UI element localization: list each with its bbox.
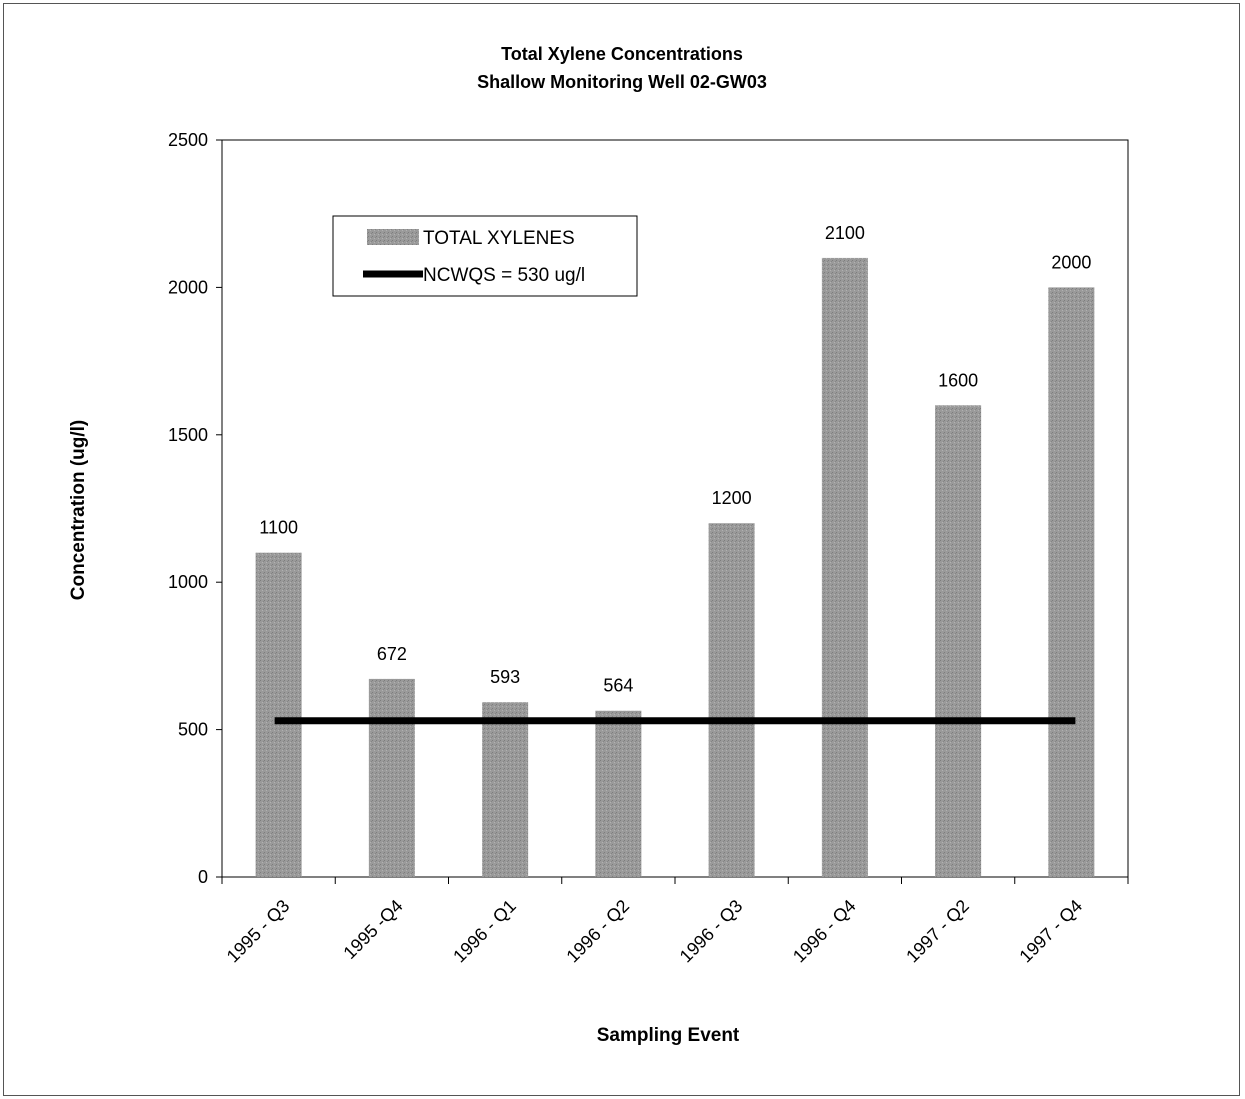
y-tick-label: 1500 <box>168 425 208 445</box>
y-tick-label: 2000 <box>168 277 208 297</box>
chart-subtitle: Shallow Monitoring Well 02-GW03 <box>477 72 767 92</box>
x-category-label: 1996 - Q1 <box>449 896 520 967</box>
chart-title: Total Xylene Concentrations <box>501 44 743 64</box>
bar-value-label: 1100 <box>259 518 298 538</box>
bar-value-label: 593 <box>490 667 520 687</box>
x-category-label: 1996 - Q4 <box>789 896 860 967</box>
bar <box>368 678 415 877</box>
legend-bar-swatch <box>367 229 419 245</box>
bar <box>935 405 982 877</box>
bar <box>821 257 868 877</box>
bar <box>595 710 642 877</box>
bar-value-label: 1600 <box>938 370 978 390</box>
bar-value-label: 1200 <box>712 488 752 508</box>
y-axis-title: Concentration (ug/l) <box>68 420 89 600</box>
x-category-label: 1995 - Q3 <box>223 896 294 967</box>
x-axis-title: Sampling Event <box>597 1025 740 1046</box>
bar <box>708 523 755 877</box>
x-category-label: 1997 - Q4 <box>1015 896 1086 967</box>
bar <box>1048 287 1095 877</box>
legend-item-total-xylenes: TOTAL XYLENES <box>423 228 575 249</box>
x-category-label: 1995 -Q4 <box>339 896 406 963</box>
y-tick-label: 0 <box>198 867 208 887</box>
y-tick-label: 2500 <box>168 130 208 150</box>
x-category-label: 1996 - Q2 <box>562 896 633 967</box>
y-tick-label: 1000 <box>168 572 208 592</box>
bar <box>255 552 302 877</box>
legend-item-ncwqs: NCWQS = 530 ug/l <box>423 265 585 286</box>
x-category-label: 1997 - Q2 <box>902 896 973 967</box>
x-category-label: 1996 - Q3 <box>676 896 747 967</box>
legend: TOTAL XYLENES NCWQS = 530 ug/l <box>332 215 638 297</box>
y-tick-label: 500 <box>178 720 208 740</box>
bar-value-label: 564 <box>603 676 633 696</box>
bar-value-label: 672 <box>377 644 407 664</box>
bar-value-label: 2100 <box>825 223 865 243</box>
chart-frame <box>3 3 1240 1096</box>
bar-value-label: 2000 <box>1051 252 1091 272</box>
bar <box>482 702 529 877</box>
